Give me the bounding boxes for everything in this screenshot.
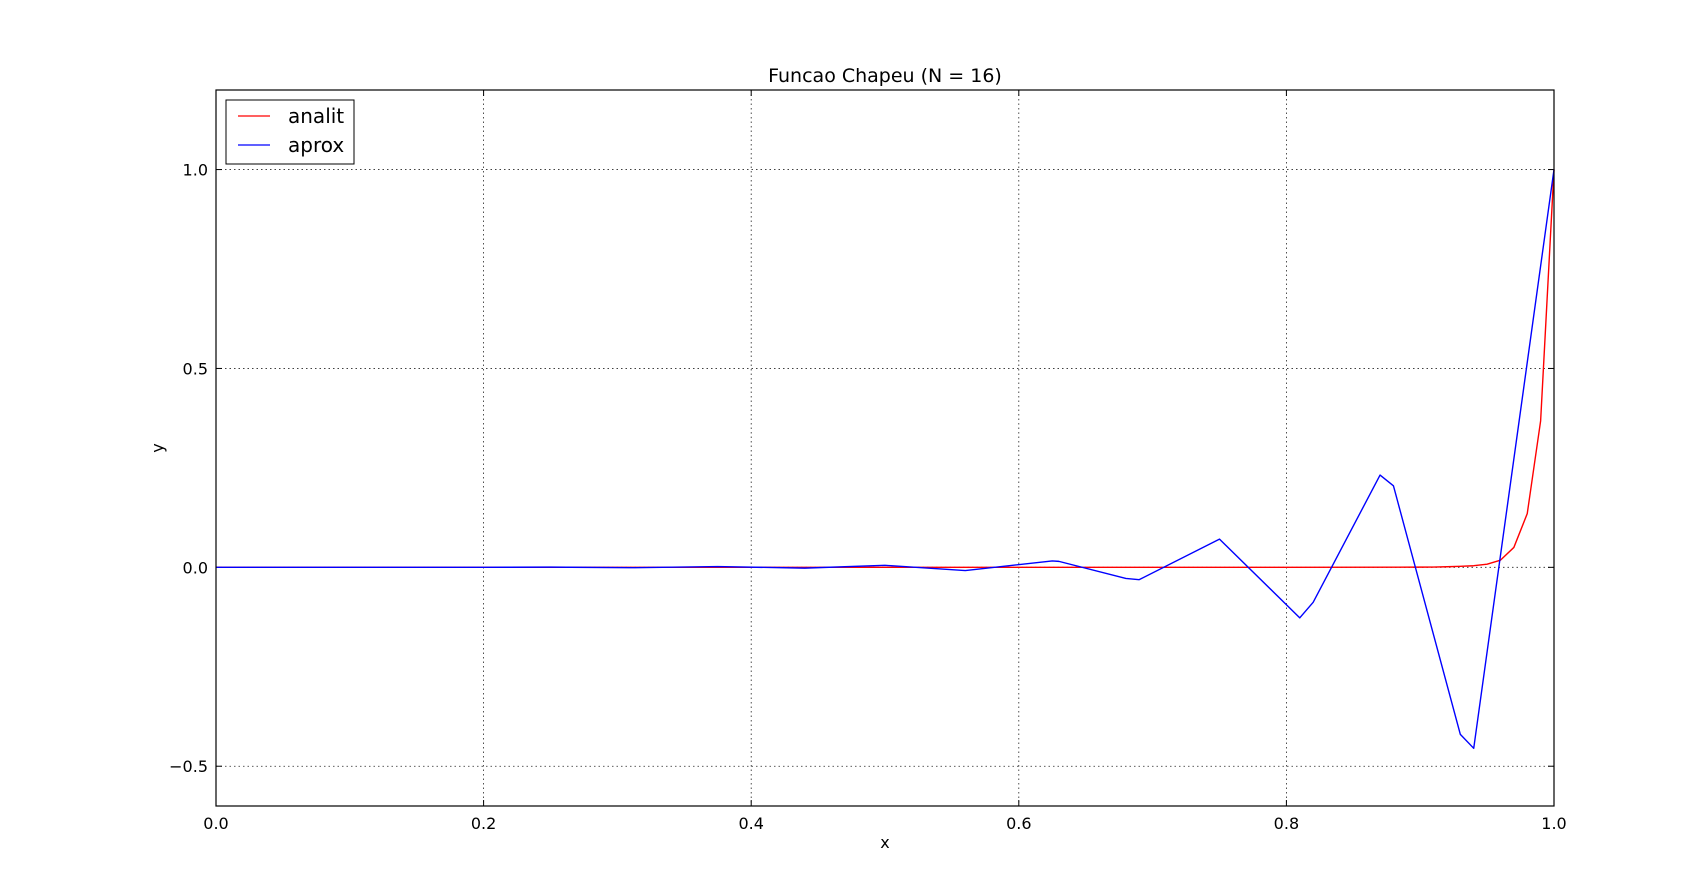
tick-labels: 0.0 0.2 0.4 0.6 0.8 1.0 −0.5 0.0 0.5 1.0 <box>169 161 1567 833</box>
y-tick-label: 0.5 <box>183 359 208 378</box>
y-tick-label: −0.5 <box>169 757 208 776</box>
plot-frame <box>215 89 1555 807</box>
x-tick-label: 0.6 <box>1006 814 1031 833</box>
x-tick-label: 0.8 <box>1274 814 1299 833</box>
y-axis-label: y <box>148 443 167 452</box>
x-tick-label: 1.0 <box>1541 814 1566 833</box>
series-line-aprox <box>216 169 1555 750</box>
legend-label-aprox: aprox <box>288 133 344 157</box>
series-lines <box>216 169 1555 750</box>
x-axis-label: x <box>880 833 889 852</box>
x-tick-label: 0.4 <box>738 814 763 833</box>
legend-label-analit: analit <box>288 104 344 128</box>
legend-box <box>225 99 355 165</box>
chart-title: Funcao Chapeu (N = 16) <box>768 65 1002 87</box>
y-tick-label: 1.0 <box>183 161 208 180</box>
x-tick-label: 0.2 <box>471 814 496 833</box>
legend: analit aprox <box>225 99 355 165</box>
plot-background <box>216 90 1554 806</box>
x-tick-label: 0.0 <box>203 814 228 833</box>
y-tick-label: 0.0 <box>183 558 208 577</box>
